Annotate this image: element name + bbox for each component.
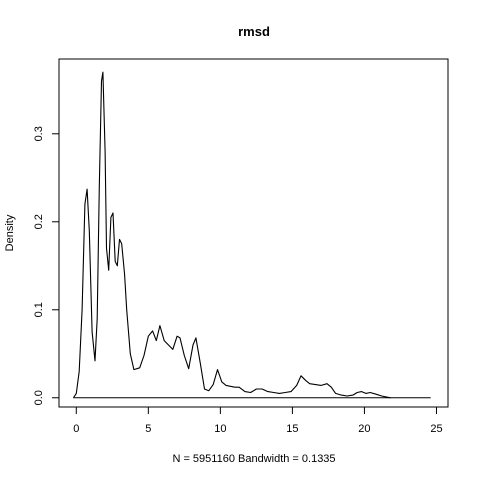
chart-title: rmsd bbox=[238, 24, 270, 39]
plot-area bbox=[72, 71, 431, 399]
x-axis-label: N = 5951160 Bandwidth = 0.1335 bbox=[172, 453, 335, 465]
x-tick-label: 0 bbox=[73, 423, 79, 435]
y-axis: 0.0 0.1 0.2 0.3 bbox=[33, 126, 60, 405]
y-tick-label: 0.0 bbox=[33, 390, 45, 405]
y-axis-label: Density bbox=[4, 214, 16, 251]
x-tick-label: 10 bbox=[214, 423, 226, 435]
density-line bbox=[72, 71, 391, 399]
x-tick-label: 5 bbox=[145, 423, 151, 435]
x-tick-label: 25 bbox=[430, 423, 442, 435]
x-tick-label: 20 bbox=[358, 423, 370, 435]
x-axis: 0 5 10 15 20 25 bbox=[73, 406, 443, 435]
x-tick-label: 15 bbox=[286, 423, 298, 435]
y-tick-label: 0.3 bbox=[33, 126, 45, 141]
y-tick-label: 0.1 bbox=[33, 302, 45, 317]
plot-frame bbox=[58, 58, 449, 408]
y-tick-label: 0.2 bbox=[33, 214, 45, 229]
